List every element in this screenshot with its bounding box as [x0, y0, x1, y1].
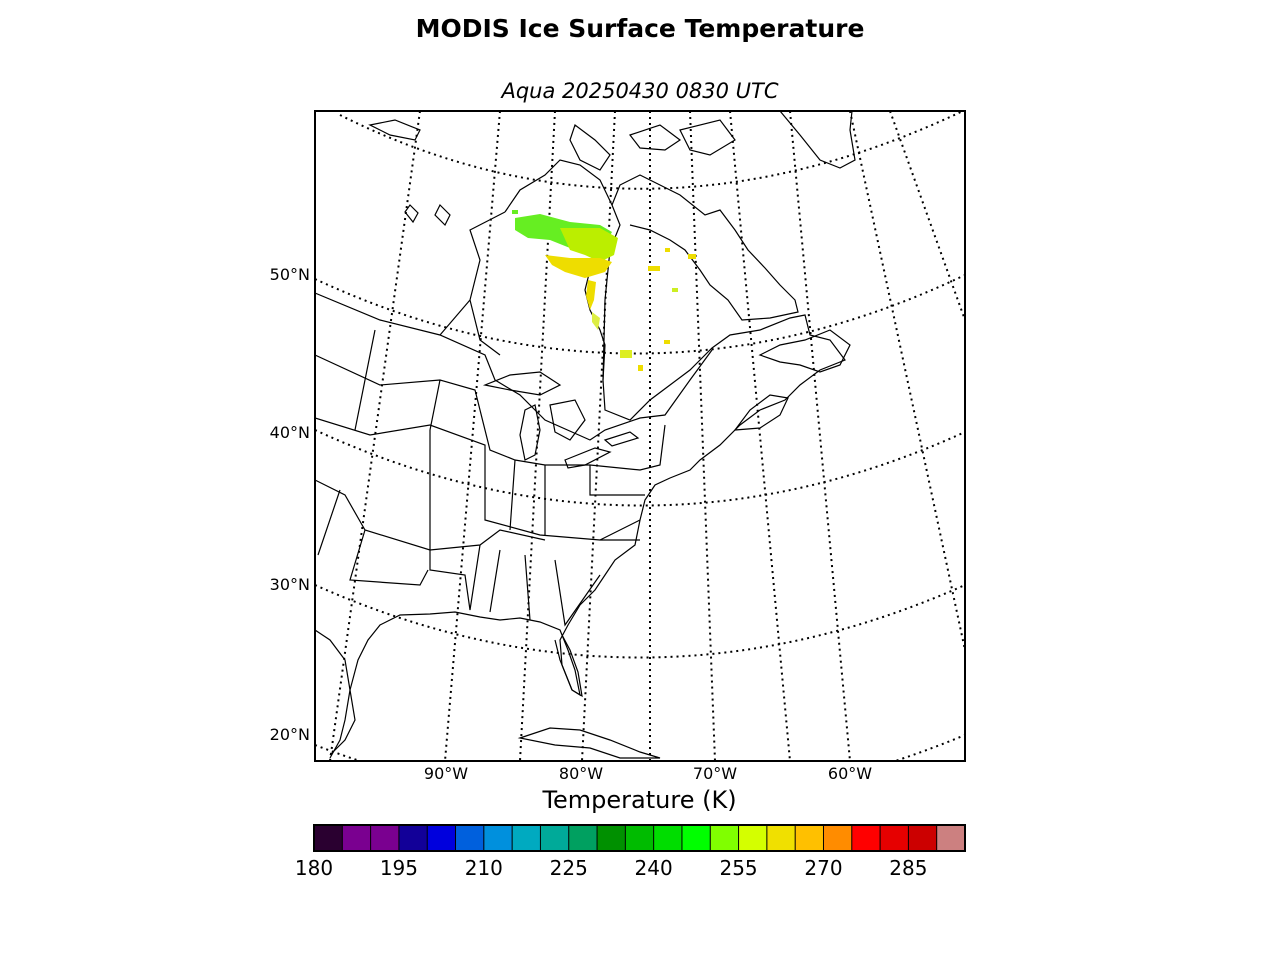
lake-ontario	[603, 431, 640, 447]
colorbar-tick-label: 210	[464, 856, 503, 880]
colorbar-segment	[908, 825, 938, 851]
colorbar-segment	[880, 825, 909, 851]
colorbar-tick-label: 270	[804, 856, 843, 880]
hudson-islands	[404, 203, 451, 227]
lake-michigan	[519, 404, 541, 461]
ice-speck-3	[672, 288, 678, 292]
colorbar-segment	[483, 825, 513, 851]
colorbar-segment	[540, 825, 570, 851]
colorbar-frame	[313, 824, 966, 852]
us-states-e	[354, 329, 645, 535]
us-states-d	[429, 430, 641, 627]
lat-label-40: 40°N	[269, 423, 310, 442]
ice-speck-5	[638, 365, 643, 371]
colorbar-segment	[455, 825, 485, 851]
ice-temperature-data	[512, 210, 696, 371]
chart-subtitle: Aqua 20250430 0830 UTC	[501, 79, 779, 103]
colorbar-segment	[314, 825, 343, 851]
florida	[554, 634, 583, 698]
map-frame	[314, 110, 966, 762]
colorbar-segment	[597, 825, 626, 851]
labrador-coast	[611, 174, 799, 321]
us-states-f	[317, 489, 429, 586]
arctic-1	[368, 119, 421, 141]
ice-region-jamesbay-2	[592, 312, 600, 330]
ice-speck-8	[665, 248, 670, 252]
arctic-2	[629, 124, 682, 151]
nova-scotia	[733, 394, 789, 431]
colorbar-tick-label: 255	[719, 856, 758, 880]
colorbar-tick-label: 240	[634, 856, 673, 880]
cuba	[517, 727, 661, 759]
great-lakes	[482, 371, 640, 469]
latitude-lines	[315, 111, 965, 761]
lat-label-20: 20°N	[269, 725, 310, 744]
colorbar-tick-label: 195	[379, 856, 418, 880]
colorbar-segment	[342, 825, 372, 851]
colorbar-segment	[681, 825, 711, 851]
colorbar-tick-label: 180	[294, 856, 334, 880]
colorbar-segment	[795, 825, 824, 851]
colorbar-segment	[568, 825, 598, 851]
colorbar-tick-label: 285	[889, 856, 928, 880]
colorbar-segment	[851, 825, 881, 851]
lon-label-70w: 70°W	[692, 764, 738, 783]
ice-region-jamesbay	[586, 280, 596, 310]
colorbar-segment	[370, 825, 400, 851]
ice-speck-2	[688, 254, 696, 259]
colorbar-segment	[625, 825, 655, 851]
lat-label-30: 30°N	[269, 575, 310, 594]
colorbar-segment	[766, 825, 796, 851]
political-borders	[315, 211, 713, 627]
colorbar-segment	[398, 825, 428, 851]
greenland-tip	[779, 111, 856, 169]
colorbar-segment	[823, 825, 853, 851]
newfoundland	[758, 329, 851, 373]
colorbar-segment	[936, 825, 966, 851]
lon-label-60w: 60°W	[827, 764, 873, 783]
mexico	[315, 629, 356, 756]
lake-huron	[549, 399, 586, 441]
colorbar-tick-label: 225	[549, 856, 588, 880]
ice-speck-7	[512, 210, 518, 214]
ice-speck-4	[620, 350, 632, 358]
ice-region-hudson-yellow	[545, 255, 612, 278]
colorbar-segment	[512, 825, 541, 851]
ice-speck-1	[648, 266, 660, 271]
lake-erie	[564, 447, 612, 469]
colorbar-label: Temperature (K)	[542, 786, 737, 814]
lon-label-80w: 80°W	[558, 764, 604, 783]
arctic-3	[679, 119, 736, 156]
colorbar-segment	[653, 825, 683, 851]
colorbar-segment	[738, 825, 768, 851]
colorbar-segment	[427, 825, 457, 851]
chart-title: MODIS Ice Surface Temperature	[415, 14, 865, 43]
lake-superior	[482, 371, 562, 396]
lat-label-50: 50°N	[269, 265, 310, 284]
ice-speck-6	[664, 340, 670, 344]
lon-label-90w: 90°W	[423, 764, 469, 783]
us-states-b	[315, 417, 640, 541]
baffin	[569, 124, 611, 171]
ice-region-hudson-yellowgreen	[560, 228, 618, 262]
colorbar-segment	[710, 825, 740, 851]
